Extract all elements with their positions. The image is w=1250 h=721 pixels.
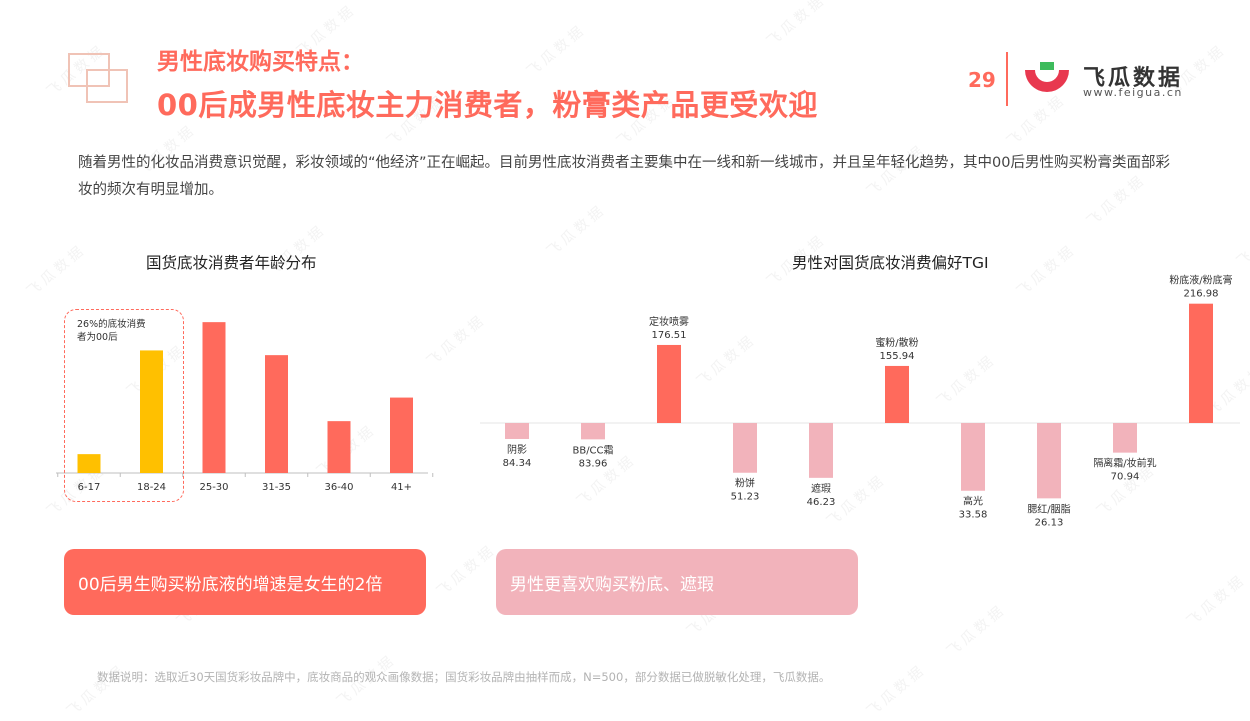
x-tick-label: 31-35 [262,482,291,493]
page-title-line1: 男性底妆购买特点： [157,49,364,75]
watermark-text: 飞瓜数据 [943,601,1010,661]
watermark-text: 飞瓜数据 [1233,211,1250,271]
watermark-text: 飞瓜数据 [23,241,90,301]
tgi-bar [885,365,909,423]
watermark-text: 飞瓜数据 [763,0,830,51]
tgi-value-label: 51.23 [731,492,760,503]
tgi-category-label: 高光 [963,495,983,508]
tgi-category-label: 粉底液/粉底膏 [1169,274,1232,287]
x-tick-label: 6-17 [78,482,101,493]
tgi-value-label: 216.98 [1184,289,1219,300]
tgi-category-label: 定妆喷雾 [649,315,689,328]
x-tick-label: 25-30 [199,482,228,493]
watermark-text: 飞瓜数据 [543,201,610,261]
bar-6-17 [77,454,101,473]
right-chart-title: 男性对国货底妆消费偏好TGI [792,254,989,272]
x-tick-label: 18-24 [137,482,166,493]
tgi-bar [1113,423,1137,453]
tgi-category-label: 粉饼 [735,477,755,490]
tgi-category-label: BB/CC霜 [572,444,613,456]
age-distribution-chart: 6-17 18-24 25-30 31-35 36-40 41+ [56,322,434,493]
tgi-value-label: 70.94 [1111,472,1140,483]
tgi-value-label: 155.94 [880,351,915,362]
bar-25-30 [202,322,226,473]
x-tick-label: 41+ [391,482,412,493]
watermark-text: 飞瓜数据 [433,541,500,601]
decorative-squares-icon [68,53,128,103]
insight-pill-left: 00后男生购买粉底液的增速是女生的2倍 [64,549,426,615]
watermark-text: 飞瓜数据 [523,21,590,81]
tgi-category-label: 腮红/胭脂 [1027,502,1070,515]
tgi-bar [733,423,757,473]
tgi-bar [809,423,833,478]
watermark-text: 飞瓜数据 [863,661,930,721]
bar-18-24 [140,350,163,473]
tgi-value-label: 26.13 [1035,517,1064,528]
brand-name: 飞瓜数据 [1083,66,1184,91]
page-title-line2: 00后成男性底妆主力消费者，粉膏类产品更受欢迎 [157,88,818,122]
tgi-category-label: 阴影 [507,444,527,456]
callout-highlight-box [64,309,184,502]
tgi-value-label: 33.58 [959,510,988,521]
tgi-bar [581,423,605,440]
header-divider [1006,52,1008,106]
page-number: 29 [968,68,996,92]
watermark-text: 飞瓜数据 [1003,91,1070,151]
tgi-value-label: 176.51 [652,330,687,341]
tgi-category-label: 隔离霜/妆前乳 [1093,457,1156,470]
tgi-preference-chart: 阴影 84.34 BB/CC霜 83.96 定妆喷雾 176.51 粉饼 51.23 遮瑕 46.… [480,274,1240,528]
bar-36-40 [327,421,351,473]
watermark-text: 飞瓜数据 [1183,571,1250,631]
x-tick-label: 36-40 [324,482,353,493]
tgi-bar [657,344,681,423]
left-chart-title: 国货底妆消费者年龄分布 [146,254,317,272]
feigua-logo-icon [1025,62,1069,92]
tgi-category-label: 蜜粉/散粉 [875,336,918,349]
tgi-value-label: 83.96 [579,458,608,469]
tgi-bar [961,423,985,491]
tgi-bar [1037,423,1061,499]
callout-text: 26%的底妆消费者为00后 [77,319,146,343]
data-footnote: 数据说明：选取近30天国货彩妆品牌中，底妆商品的观众画像数据；国货彩妆品牌由抽样… [97,670,831,684]
tgi-category-label: 遮瑕 [811,482,831,495]
tgi-value-label: 46.23 [807,497,836,508]
insight-pill-right: 男性更喜欢购买粉底、遮瑕 [496,549,858,615]
brand-url: www.feigua.cn [1083,86,1183,99]
insight-pill-right-text: 男性更喜欢购买粉底、遮瑕 [510,574,714,595]
insight-pill-left-text: 00后男生购买粉底液的增速是女生的2倍 [78,574,383,595]
tgi-value-label: 84.34 [503,458,532,469]
bar-31-35 [265,355,288,473]
tgi-bar [505,423,529,439]
tgi-bar [1189,303,1213,423]
intro-paragraph: 随着男性的化妆品消费意识觉醒，彩妆领域的“他经济”正在崛起。目前男性底妆消费者主… [78,155,1170,198]
bar-41+ [390,397,413,473]
